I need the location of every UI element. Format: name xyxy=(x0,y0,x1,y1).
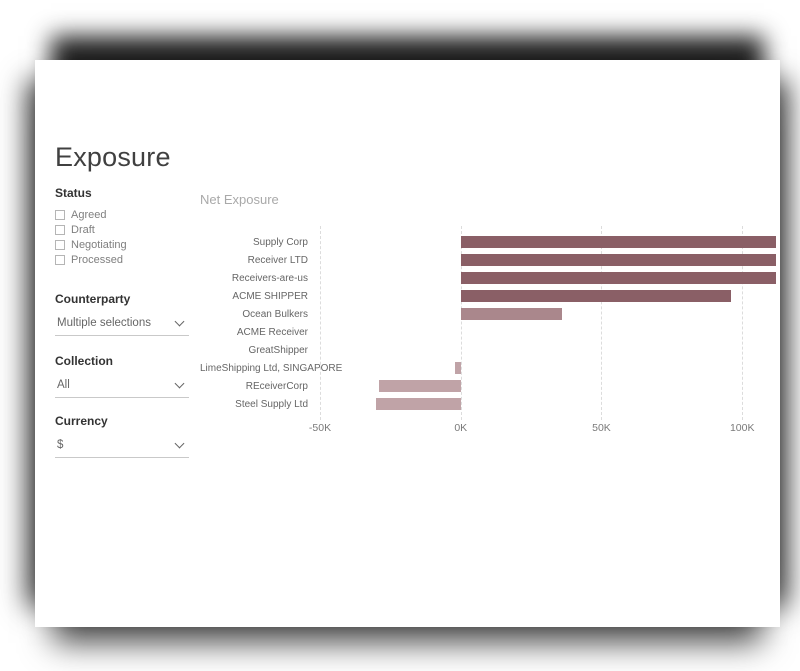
status-option-agreed[interactable]: Agreed xyxy=(55,208,189,222)
category-label: Steel Supply Ltd xyxy=(235,398,308,410)
bar-track xyxy=(320,236,776,248)
chart-x-axis: -50K 0K 50K 100K xyxy=(309,422,776,442)
collection-filter: Collection All xyxy=(55,354,189,398)
status-options: Agreed Draft Negotiating Processed xyxy=(55,208,189,267)
net-exposure-chart: Net Exposure Supply Corp Receiver LTD Rece… xyxy=(200,192,776,442)
status-option-label: Negotiating xyxy=(71,239,127,251)
x-tick-label: -50K xyxy=(308,422,332,434)
status-filter: Status Agreed Draft Negotiating Processe… xyxy=(55,186,189,268)
collection-dropdown-value: All xyxy=(57,379,70,391)
page-title: Exposure xyxy=(55,142,171,173)
chart-row: Ocean Bulkers xyxy=(200,305,776,323)
collection-filter-label: Collection xyxy=(55,354,114,368)
bar[interactable] xyxy=(460,254,776,266)
category-label: Supply Corp xyxy=(252,236,308,248)
chart-row: ACME Receiver xyxy=(200,323,776,341)
bar-track xyxy=(320,290,776,302)
chart-row: Receiver LTD xyxy=(200,251,776,269)
chart-title: Net Exposure xyxy=(200,192,279,207)
bar[interactable] xyxy=(460,236,776,248)
bar-track xyxy=(320,326,776,338)
currency-dropdown-value: $ xyxy=(57,439,64,451)
chart-row: REceiverCorp xyxy=(200,377,776,395)
category-label: Ocean Bulkers xyxy=(242,308,308,320)
currency-filter: Currency $ xyxy=(55,414,189,458)
x-tick-label: 50K xyxy=(592,422,611,434)
counterparty-dropdown-value: Multiple selections xyxy=(57,317,151,329)
bar-track xyxy=(320,308,776,320)
chart-row: ACME SHIPPER xyxy=(200,287,776,305)
chevron-down-icon xyxy=(174,378,185,389)
category-label: Receiver LTD xyxy=(247,254,308,266)
chart-row: Supply Corp xyxy=(200,233,776,251)
chart-row: LimeShipping Ltd, SINGAPORE xyxy=(200,359,776,377)
chevron-down-icon xyxy=(174,316,185,327)
category-label: GreatShipper xyxy=(248,344,308,356)
chart-plot: Supply Corp Receiver LTD Receivers-are-us A… xyxy=(200,226,776,420)
currency-dropdown[interactable]: $ xyxy=(55,437,189,458)
counterparty-filter-label: Counterparty xyxy=(55,292,131,306)
category-label: LimeShipping Ltd, SINGAPORE xyxy=(200,362,343,374)
bar[interactable] xyxy=(460,308,563,320)
chart-row: GreatShipper xyxy=(200,341,776,359)
status-option-label: Processed xyxy=(71,254,123,266)
status-option-negotiating[interactable]: Negotiating xyxy=(55,238,189,252)
bar[interactable] xyxy=(379,380,461,392)
status-filter-label: Status xyxy=(55,186,92,200)
report-page: Exposure Status Agreed Draft Negotiating… xyxy=(35,60,780,627)
bar-track xyxy=(320,362,776,374)
x-tick-label: 100K xyxy=(729,422,755,434)
x-tick-label: 0K xyxy=(454,422,468,434)
category-label: Receivers-are-us xyxy=(231,272,308,284)
counterparty-dropdown[interactable]: Multiple selections xyxy=(55,315,189,336)
bar-track xyxy=(320,254,776,266)
status-option-label: Agreed xyxy=(71,209,107,221)
checkbox-negotiating-icon[interactable] xyxy=(55,240,65,250)
status-option-label: Draft xyxy=(71,224,95,236)
chart-row: Steel Supply Ltd xyxy=(200,395,776,413)
checkbox-draft-icon[interactable] xyxy=(55,225,65,235)
currency-filter-label: Currency xyxy=(55,414,108,428)
category-label: ACME SHIPPER xyxy=(232,290,308,302)
counterparty-filter: Counterparty Multiple selections xyxy=(55,292,189,336)
chevron-down-icon xyxy=(174,438,185,449)
bar[interactable] xyxy=(460,272,776,284)
collection-dropdown[interactable]: All xyxy=(55,377,189,398)
bar[interactable] xyxy=(455,362,461,374)
status-option-draft[interactable]: Draft xyxy=(55,223,189,237)
category-label: REceiverCorp xyxy=(245,380,308,392)
bar-track xyxy=(320,272,776,284)
bar-track xyxy=(320,398,776,410)
status-option-processed[interactable]: Processed xyxy=(55,253,189,267)
bar-track xyxy=(320,344,776,356)
chart-rows: Supply Corp Receiver LTD Receivers-are-us A… xyxy=(200,233,776,413)
checkbox-agreed-icon[interactable] xyxy=(55,210,65,220)
bar[interactable] xyxy=(376,398,461,410)
category-label: ACME Receiver xyxy=(236,326,308,338)
checkbox-processed-icon[interactable] xyxy=(55,255,65,265)
bar[interactable] xyxy=(460,290,731,302)
chart-row: Receivers-are-us xyxy=(200,269,776,287)
bar-track xyxy=(320,380,776,392)
